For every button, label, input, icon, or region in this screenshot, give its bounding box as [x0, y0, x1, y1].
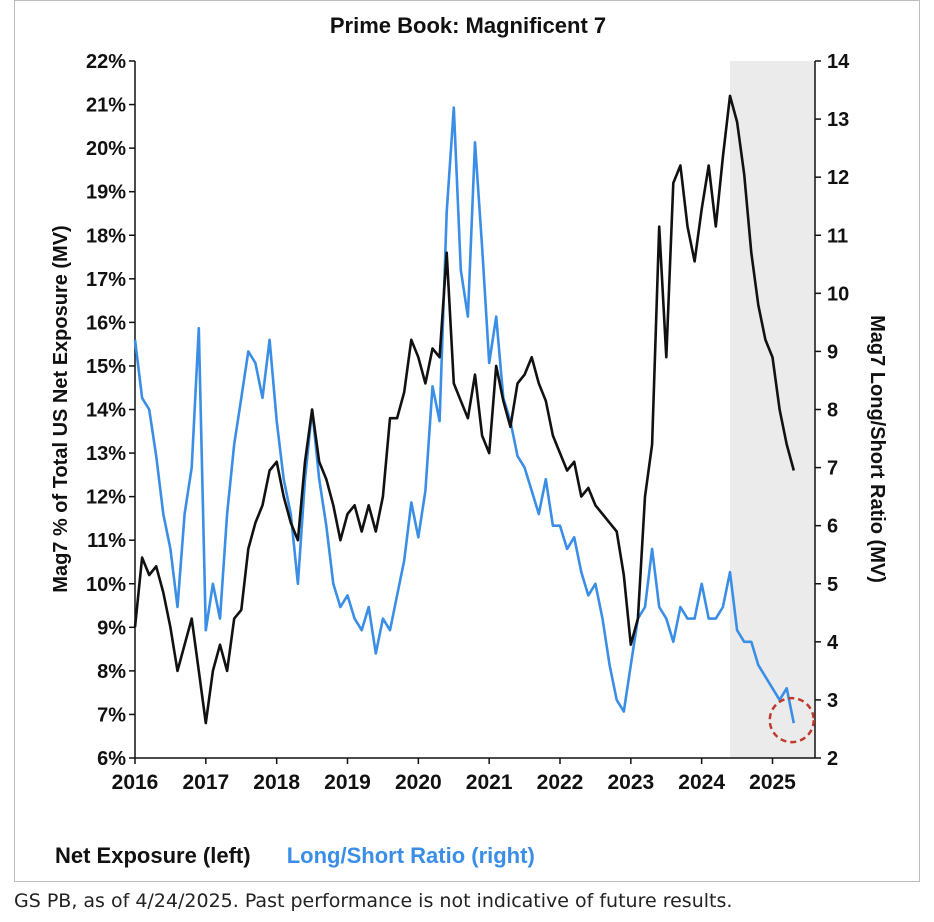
y-tick-label-left: 10% — [86, 574, 126, 596]
y-axis-right-label: Mag7 Long/Short Ratio (MV) — [866, 315, 888, 583]
y-tick-label-right: 12 — [827, 167, 849, 189]
x-tick-label: 2025 — [749, 771, 796, 794]
legend: Net Exposure (left) Long/Short Ratio (ri… — [55, 843, 535, 869]
y-tick-label-right: 13 — [827, 109, 849, 131]
y-tick-label-right: 11 — [827, 225, 848, 247]
x-tick-label: 2022 — [537, 771, 584, 794]
y-tick-label-left: 17% — [86, 269, 126, 291]
y-tick-label-right: 14 — [827, 51, 850, 73]
x-tick-label: 2016 — [112, 771, 159, 794]
y-tick-label-left: 21% — [86, 95, 126, 117]
y-tick-label-left: 18% — [86, 225, 126, 247]
y-tick-label-right: 3 — [827, 690, 838, 712]
y-tick-label-left: 13% — [86, 443, 126, 465]
legend-long-short-ratio: Long/Short Ratio (right) — [286, 843, 535, 868]
legend-net-exposure: Net Exposure (left) — [55, 843, 251, 868]
y-tick-label-left: 19% — [86, 182, 126, 204]
series-long-short-ratio-line — [133, 106, 796, 724]
y-tick-label-left: 20% — [86, 138, 126, 160]
y-tick-label-right: 5 — [827, 574, 838, 596]
y-tick-label-left: 7% — [97, 704, 126, 726]
y-tick-label-right: 4 — [827, 632, 839, 654]
y-tick-label-left: 14% — [86, 400, 126, 422]
chart-svg: Prime Book: Magnificent 7 6% 7% 8% 9% 10% 11%… — [50, 13, 888, 794]
chart-title: Prime Book: Magnificent 7 — [330, 13, 606, 38]
latest-point-annotation — [768, 696, 815, 744]
y-tick-label-right: 10 — [827, 283, 849, 305]
y-tick-label-right: 6 — [827, 516, 838, 538]
y-tick-label-right: 8 — [827, 400, 838, 422]
x-tick-label: 2024 — [678, 771, 725, 794]
y-tick-label-left: 22% — [86, 51, 126, 73]
x-tick-label: 2017 — [182, 771, 229, 794]
y-axis-left-label: Mag7 % of Total US Net Exposure (MV) — [50, 225, 72, 592]
y-tick-label-left: 9% — [97, 617, 126, 639]
y-tick-label-right: 7 — [827, 458, 838, 480]
x-tick-label: 2019 — [324, 771, 371, 794]
footnote: GS PB, as of 4/24/2025. Past performance… — [14, 890, 733, 912]
chart-frame: Prime Book: Magnificent 7 6% 7% 8% 9% 10% 11%… — [14, 0, 920, 882]
x-tick-label: 2021 — [466, 771, 513, 794]
y-tick-label-right: 2 — [827, 748, 838, 770]
x-tick-label: 2020 — [395, 771, 442, 794]
y-tick-label-left: 6% — [97, 748, 126, 770]
series-net-exposure-line — [133, 94, 796, 725]
y-tick-label-right: 9 — [827, 341, 838, 363]
x-tick-label: 2023 — [607, 771, 654, 794]
y-tick-label-left: 15% — [86, 356, 126, 378]
series-layer — [133, 94, 796, 725]
y-tick-label-left: 12% — [86, 487, 126, 509]
y-tick-label-left: 8% — [97, 661, 126, 683]
axes: 6% 7% 8% 9% 10% 11% 12% 13% 14% 15% 16% 17% 18% 19% 20… — [86, 51, 850, 794]
x-tick-label: 2018 — [253, 771, 300, 794]
y-tick-label-left: 11% — [87, 530, 126, 552]
y-tick-label-left: 16% — [86, 312, 126, 334]
